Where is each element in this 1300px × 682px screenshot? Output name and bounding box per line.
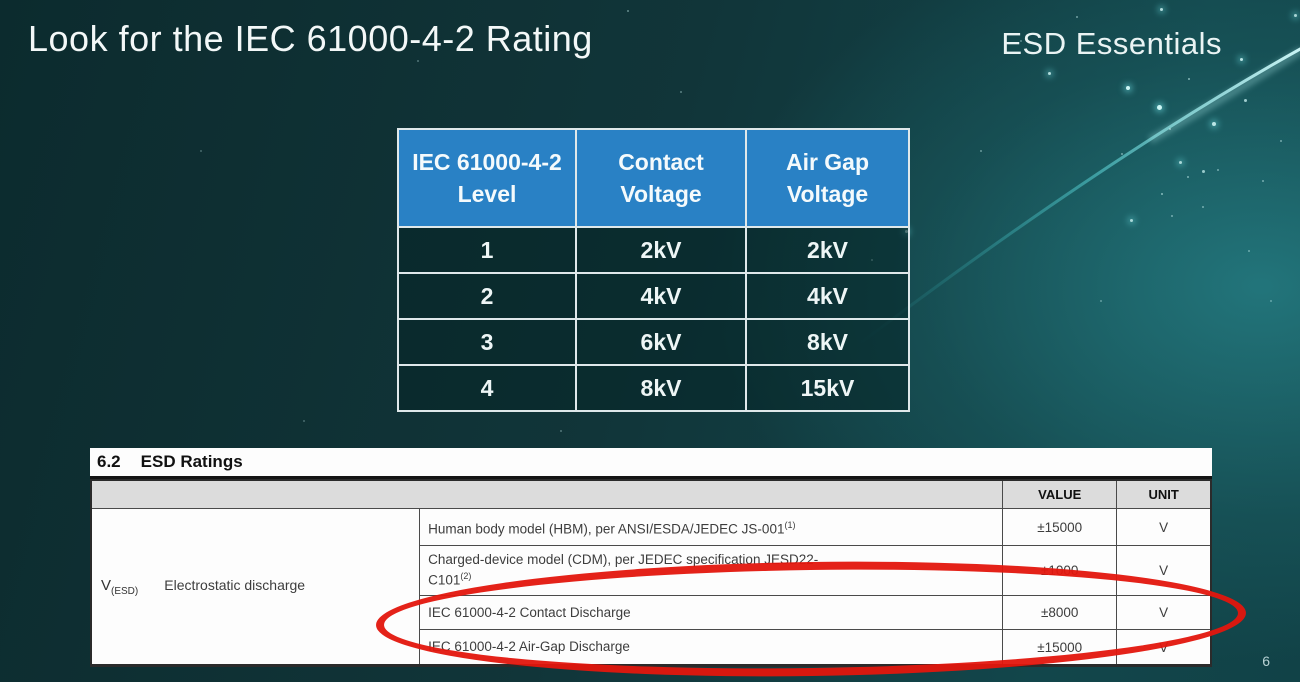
sparkle-dot [1130, 219, 1133, 222]
iec-table-cell: 4 [397, 364, 577, 412]
sparkle-dot [1100, 300, 1102, 302]
sparkle-dot [1076, 16, 1078, 18]
sparkle-dot [1157, 105, 1162, 110]
sparkle-dot [1294, 14, 1297, 17]
datasheet-column-header: UNIT [1116, 479, 1212, 509]
sparkle-dot [1262, 180, 1264, 182]
sparkle-dot [1179, 161, 1182, 164]
sparkle-dot [1240, 58, 1243, 61]
section-number: 6.2 [97, 452, 121, 471]
brand-logo: ESD Essentials [940, 0, 1300, 120]
sparkle-dot [417, 60, 419, 62]
sparkle-dot [1121, 153, 1123, 155]
unit-cell: V [1116, 545, 1212, 596]
parameter-symbol-cell: V(ESD) Electrostatic discharge [90, 508, 421, 666]
iec-table-cell: 6kV [575, 318, 747, 366]
iec-table-cell: 15kV [745, 364, 910, 412]
esd-ratings-table: VALUE UNIT V(ESD) Electrostatic discharge Hu… [90, 479, 1212, 667]
sparkle-dot [1280, 140, 1282, 142]
sparkle-dot [1048, 72, 1051, 75]
unit-cell: V [1116, 595, 1212, 630]
value-cell: ±15000 [1002, 629, 1118, 666]
sparkle-dot [1212, 122, 1216, 126]
iec-table-cell: 8kV [575, 364, 747, 412]
test-condition-cell: IEC 61000-4-2 Contact Discharge [419, 595, 1004, 630]
sparkle-dot [680, 91, 682, 93]
page-number: 6 [1262, 653, 1270, 669]
sparkle-dot [1217, 169, 1219, 171]
sparkle-dot [1169, 128, 1171, 130]
sparkle-dot [1171, 215, 1173, 217]
sparkle-dot [1202, 170, 1205, 173]
section-name: ESD Ratings [140, 452, 243, 471]
sparkle-dot [560, 430, 562, 432]
sparkle-dot [200, 150, 202, 152]
sparkle-dot [1188, 78, 1190, 80]
sparkle-dot [303, 420, 305, 422]
sparkle-dot [1020, 40, 1022, 42]
value-cell: ±15000 [1002, 508, 1118, 546]
iec-table-header-cell: IEC 61000-4-2 Level [397, 128, 577, 228]
datasheet-column-header: VALUE [1002, 479, 1118, 509]
brand-name: ESD Essentials [1001, 26, 1222, 61]
sparkle-dot [1161, 193, 1163, 195]
symbol: V(ESD) [101, 576, 139, 597]
sparkle-dot [627, 10, 629, 12]
sparkle-dot [1126, 86, 1130, 90]
iec-table-cell: 2kV [575, 226, 747, 274]
value-cell: ±1000 [1002, 545, 1118, 596]
iec-table-cell: 2 [397, 272, 577, 320]
iec-table-header-cell: Air Gap Voltage [745, 128, 910, 228]
unit-cell: V [1116, 508, 1212, 546]
datasheet-excerpt: 6.2 ESD Ratings VALUE UNIT V(ESD) Electrost… [90, 448, 1212, 667]
iec-table-header-cell: Contact Voltage [575, 128, 747, 228]
iec-table-cell: 3 [397, 318, 577, 366]
sparkle-dot [1187, 176, 1189, 178]
sparkle-dot [1270, 300, 1272, 302]
parameter-name: Electrostatic discharge [164, 576, 306, 593]
sparkle-dot [1160, 8, 1163, 11]
sparkle-dot [1244, 99, 1247, 102]
iec-table-cell: 8kV [745, 318, 910, 366]
iec-table-cell: 4kV [575, 272, 747, 320]
iec-table-cell: 2kV [745, 226, 910, 274]
iec-table-cell: 4kV [745, 272, 910, 320]
iec-table-cell: 1 [397, 226, 577, 274]
sparkle-dot [1202, 206, 1204, 208]
datasheet-header-blank [90, 479, 1004, 509]
datasheet-section-title: 6.2 ESD Ratings [90, 448, 1212, 479]
unit-cell: V [1116, 629, 1212, 666]
slide-title: Look for the IEC 61000-4-2 Rating [28, 18, 593, 59]
sparkle-dot [1248, 250, 1250, 252]
sparkle-dot [980, 150, 982, 152]
test-condition-cell: Charged-device model (CDM), per JEDEC sp… [419, 545, 1004, 596]
test-condition-cell: Human body model (HBM), per ANSI/ESDA/JE… [419, 508, 1004, 546]
value-cell: ±8000 [1002, 595, 1118, 630]
test-condition-cell: IEC 61000-4-2 Air-Gap Discharge [419, 629, 1004, 666]
iec-rating-table: IEC 61000-4-2 Level Contact Voltage Air Gap V… [397, 128, 910, 412]
